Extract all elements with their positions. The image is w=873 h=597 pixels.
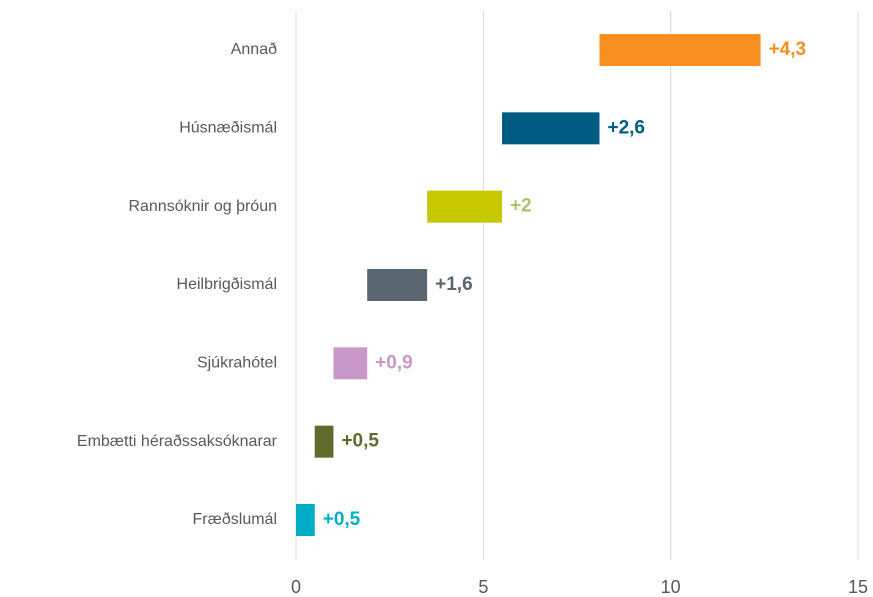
category-label: Sjúkrahótel <box>197 355 277 372</box>
bar <box>599 34 761 66</box>
bar <box>427 190 503 223</box>
category-label: Annað <box>231 41 277 58</box>
bar <box>314 425 334 458</box>
value-label: +2,6 <box>607 117 645 138</box>
value-label: +0,5 <box>341 431 379 452</box>
bar <box>333 347 368 380</box>
value-label: +2 <box>510 196 532 217</box>
category-label: Fræðslumál <box>193 511 277 528</box>
category-label: Húsnæðismál <box>179 120 277 137</box>
value-label: +1,6 <box>435 274 473 295</box>
x-tick-label: 15 <box>848 577 868 597</box>
value-label: +4,3 <box>769 39 807 60</box>
x-tick-label: 0 <box>291 577 301 597</box>
value-label: +0,9 <box>375 352 413 373</box>
bar <box>296 504 315 536</box>
category-label: Embætti héraðssaksóknarar <box>77 433 278 450</box>
bar <box>367 269 428 301</box>
value-label: +0,5 <box>323 509 361 530</box>
x-tick-label: 10 <box>661 577 681 597</box>
bar <box>502 112 600 145</box>
category-label: Heilbrigðismál <box>177 276 277 293</box>
category-label: Rannsóknir og þróun <box>128 198 277 215</box>
x-tick-label: 5 <box>478 577 488 597</box>
